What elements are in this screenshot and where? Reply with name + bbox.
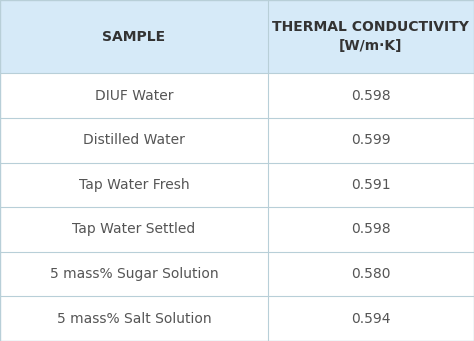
Text: Tap Water Fresh: Tap Water Fresh	[79, 178, 189, 192]
Text: 0.594: 0.594	[351, 312, 391, 326]
Text: THERMAL CONDUCTIVITY
[W/m·K]: THERMAL CONDUCTIVITY [W/m·K]	[273, 20, 469, 54]
Bar	[0, 252, 474, 296]
Text: 5 mass% Salt Solution: 5 mass% Salt Solution	[56, 312, 211, 326]
Bar	[0, 73, 474, 118]
Text: SAMPLE: SAMPLE	[102, 30, 165, 44]
Bar	[0, 118, 474, 163]
Text: 0.580: 0.580	[351, 267, 391, 281]
Bar	[0, 0, 474, 73]
Text: 0.599: 0.599	[351, 133, 391, 147]
Text: Tap Water Settled: Tap Water Settled	[72, 222, 196, 236]
Text: 0.598: 0.598	[351, 222, 391, 236]
Bar	[0, 163, 474, 207]
Text: Distilled Water: Distilled Water	[83, 133, 185, 147]
Text: 0.591: 0.591	[351, 178, 391, 192]
Text: DIUF Water: DIUF Water	[95, 89, 173, 103]
Text: 0.598: 0.598	[351, 89, 391, 103]
Text: 5 mass% Sugar Solution: 5 mass% Sugar Solution	[50, 267, 218, 281]
Bar	[0, 296, 474, 341]
Bar	[0, 207, 474, 252]
